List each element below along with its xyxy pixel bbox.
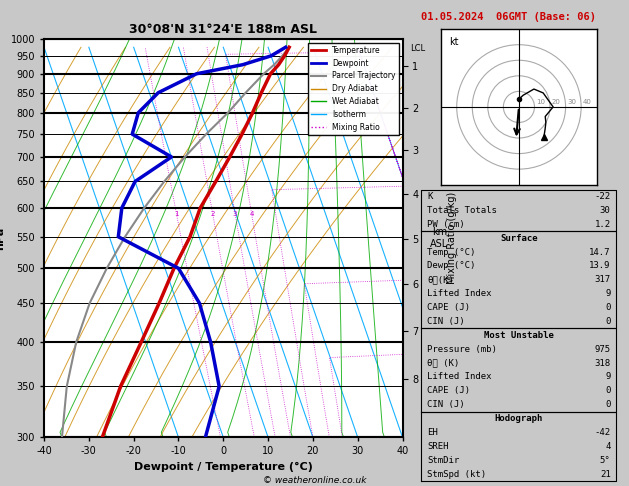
- Text: Totals Totals: Totals Totals: [427, 206, 497, 215]
- Y-axis label: Mixing Ratio (g/kg): Mixing Ratio (g/kg): [447, 192, 457, 284]
- Text: SREH: SREH: [427, 442, 448, 451]
- Text: 4: 4: [605, 442, 611, 451]
- Text: 1.2: 1.2: [594, 220, 611, 229]
- Text: Dewp (°C): Dewp (°C): [427, 261, 476, 270]
- Text: EH: EH: [427, 428, 438, 437]
- Text: 01.05.2024  06GMT (Base: 06): 01.05.2024 06GMT (Base: 06): [421, 12, 596, 22]
- Text: 1: 1: [174, 210, 179, 217]
- Text: CIN (J): CIN (J): [427, 317, 465, 326]
- Text: Most Unstable: Most Unstable: [484, 331, 554, 340]
- Title: 30°08'N 31°24'E 188m ASL: 30°08'N 31°24'E 188m ASL: [130, 23, 317, 36]
- Text: PW (cm): PW (cm): [427, 220, 465, 229]
- Text: 2: 2: [211, 210, 215, 217]
- Text: -22: -22: [594, 192, 611, 201]
- Text: 0: 0: [605, 400, 611, 409]
- Text: Pressure (mb): Pressure (mb): [427, 345, 497, 354]
- Text: 0: 0: [605, 317, 611, 326]
- Text: 9: 9: [605, 372, 611, 382]
- Text: 20: 20: [552, 99, 560, 105]
- Text: StmDir: StmDir: [427, 456, 460, 465]
- Text: Lifted Index: Lifted Index: [427, 372, 492, 382]
- Text: CAPE (J): CAPE (J): [427, 386, 470, 396]
- Text: CIN (J): CIN (J): [427, 400, 465, 409]
- Text: 975: 975: [594, 345, 611, 354]
- Text: LCL: LCL: [409, 44, 425, 53]
- Text: Surface: Surface: [500, 234, 538, 243]
- Y-axis label: km
ASL: km ASL: [430, 227, 448, 249]
- Text: 317: 317: [594, 275, 611, 284]
- Text: 4: 4: [249, 210, 253, 217]
- Text: 10: 10: [536, 99, 545, 105]
- Text: © weatheronline.co.uk: © weatheronline.co.uk: [263, 476, 366, 485]
- Text: 30: 30: [600, 206, 611, 215]
- Text: 3: 3: [233, 210, 237, 217]
- X-axis label: Dewpoint / Temperature (°C): Dewpoint / Temperature (°C): [134, 462, 313, 472]
- Text: 318: 318: [594, 359, 611, 367]
- Text: 21: 21: [600, 469, 611, 479]
- Text: StmSpd (kt): StmSpd (kt): [427, 469, 486, 479]
- Text: CAPE (J): CAPE (J): [427, 303, 470, 312]
- Legend: Temperature, Dewpoint, Parcel Trajectory, Dry Adiabat, Wet Adiabat, Isotherm, Mi: Temperature, Dewpoint, Parcel Trajectory…: [308, 43, 399, 135]
- Text: Temp (°C): Temp (°C): [427, 247, 476, 257]
- Text: θᴄ (K): θᴄ (K): [427, 359, 460, 367]
- Text: Lifted Index: Lifted Index: [427, 289, 492, 298]
- Text: 30: 30: [567, 99, 576, 105]
- Text: kt: kt: [449, 37, 459, 47]
- Text: 13.9: 13.9: [589, 261, 611, 270]
- Text: 9: 9: [605, 289, 611, 298]
- Y-axis label: hPa: hPa: [0, 226, 5, 250]
- Text: θᴄ(K): θᴄ(K): [427, 275, 454, 284]
- Text: Hodograph: Hodograph: [495, 414, 543, 423]
- Text: -42: -42: [594, 428, 611, 437]
- Text: 0: 0: [605, 386, 611, 396]
- Text: 14.7: 14.7: [589, 247, 611, 257]
- Text: K: K: [427, 192, 433, 201]
- Text: 5°: 5°: [600, 456, 611, 465]
- Text: 0: 0: [605, 303, 611, 312]
- Text: 40: 40: [582, 99, 591, 105]
